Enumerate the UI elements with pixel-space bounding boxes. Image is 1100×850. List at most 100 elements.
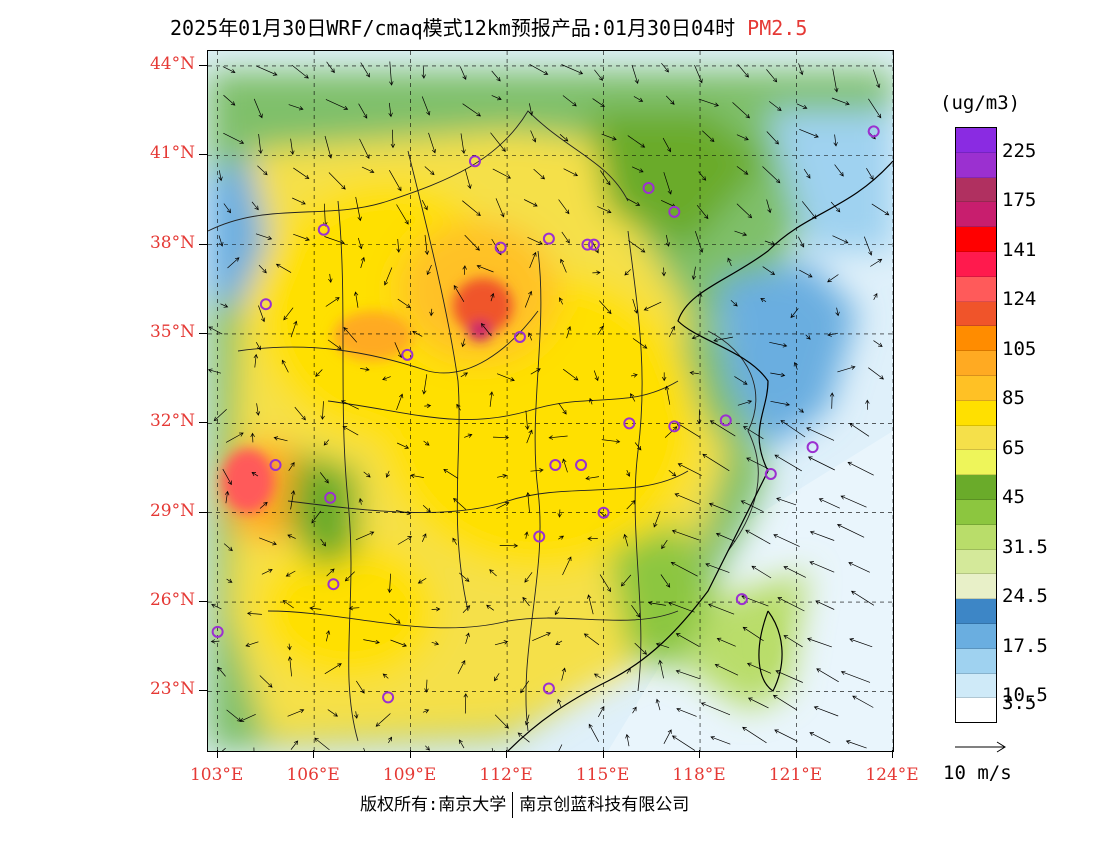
city-marker <box>468 155 481 168</box>
wind-arrow <box>288 462 295 471</box>
legend-label: 3.5 <box>1002 691 1037 714</box>
wind-arrow <box>630 393 636 402</box>
wind-arrow <box>287 534 296 539</box>
wind-arrow <box>462 265 467 275</box>
lon-tick-label: 121°E <box>768 765 823 785</box>
wind-arrow <box>655 698 661 711</box>
wind-arrow <box>476 264 494 273</box>
wind-arrow <box>314 737 330 751</box>
wind-arrow <box>661 62 669 73</box>
legend-label: 105 <box>1002 337 1037 360</box>
wind-arrow <box>762 166 781 184</box>
lat-tick <box>199 422 207 424</box>
wind-arrow <box>627 135 646 148</box>
legend-label: 175 <box>1002 189 1037 212</box>
wind-arrow <box>698 292 703 305</box>
wind-arrow <box>524 290 533 308</box>
wind-arrow <box>589 397 594 405</box>
wind-arrow <box>421 65 426 79</box>
lat-tick-label: 23°N <box>149 679 195 700</box>
wind-arrow <box>632 298 639 314</box>
city-marker <box>533 530 546 543</box>
wind-arrow <box>740 500 764 513</box>
wind-arrow <box>357 237 363 250</box>
wind-arrow <box>517 732 530 743</box>
wind-arrow <box>868 98 882 119</box>
wind-arrow <box>760 298 767 303</box>
wind-arrow <box>665 234 671 247</box>
wind-arrow <box>461 338 466 348</box>
wind-arrow <box>732 102 751 119</box>
wind-arrow <box>832 235 849 244</box>
city-marker <box>494 241 507 254</box>
wind-arrow <box>700 702 731 716</box>
wind-arrow <box>727 257 732 267</box>
city-marker <box>324 491 337 504</box>
wind-arrow <box>868 367 884 380</box>
wind-arrow <box>395 510 412 516</box>
wind-arrow <box>873 340 883 347</box>
wind-arrow <box>462 605 471 614</box>
wind-arrow <box>290 740 299 750</box>
wind-arrow <box>226 578 233 583</box>
wind-arrow <box>255 342 261 351</box>
wind-arrow <box>665 95 675 105</box>
wind-arrow <box>464 433 473 438</box>
wind-arrow <box>283 307 294 321</box>
wind-arrow <box>871 203 890 216</box>
wind-arrow <box>626 469 631 477</box>
wind-arrow <box>358 497 363 505</box>
coastline <box>507 160 893 751</box>
wind-arrow <box>309 606 322 611</box>
wind-arrow <box>359 138 370 159</box>
wind-arrow <box>208 326 223 335</box>
wind-arrow <box>713 336 733 343</box>
wind-arrow <box>587 536 598 541</box>
wind-arrow <box>658 659 664 679</box>
wind-arrow <box>837 365 856 373</box>
wind-arrow <box>661 372 667 382</box>
wind-arrow <box>342 426 359 436</box>
legend-label: 17.5 <box>1002 634 1048 657</box>
wind-arrow <box>292 197 306 205</box>
wind-arrow <box>489 391 494 407</box>
wind-arrow <box>807 456 835 471</box>
wind-arrow <box>777 597 805 612</box>
wind-arrow <box>259 501 268 509</box>
wind-arrow <box>421 199 428 211</box>
lon-tick-label: 109°E <box>382 765 437 785</box>
wind-arrow <box>287 656 293 677</box>
legend-bin <box>956 574 996 600</box>
wind-arrow <box>385 470 390 478</box>
wind-arrow <box>624 269 631 276</box>
legend-bin <box>956 152 996 178</box>
wind-arrow <box>716 637 736 647</box>
wind-arrow <box>834 164 844 177</box>
legend-label: 65 <box>1002 436 1025 459</box>
wind-arrow <box>460 372 469 378</box>
wind-arrow <box>388 736 392 744</box>
wind-arrow <box>217 666 226 677</box>
wind-arrow <box>465 632 470 644</box>
lon-tick <box>699 750 701 758</box>
lon-tick <box>602 750 604 758</box>
city-marker <box>327 578 340 591</box>
city-marker <box>597 506 610 519</box>
wind-arrow <box>764 240 776 246</box>
wind-arrow <box>495 198 505 218</box>
wind-arrow <box>865 399 870 410</box>
wind-arrow <box>866 168 874 181</box>
wind-arrow <box>223 94 236 106</box>
wind-arrow <box>397 298 411 308</box>
wind-arrow <box>460 133 466 155</box>
wind-arrow <box>558 297 564 305</box>
wind-arrow <box>328 273 333 284</box>
wind-arrow <box>655 642 670 649</box>
legend-bin <box>956 599 996 624</box>
wind-arrow <box>225 432 244 443</box>
hotspots <box>222 278 780 671</box>
city-marker <box>575 459 588 472</box>
map-canvas <box>208 51 893 751</box>
wind-arrow <box>421 533 427 542</box>
city-marker <box>542 232 555 245</box>
